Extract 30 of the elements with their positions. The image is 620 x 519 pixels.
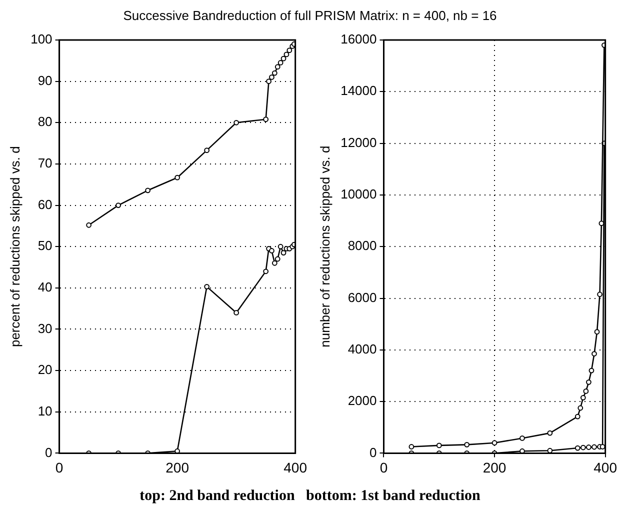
y-tick-label: 30 [38, 320, 52, 336]
y-tick-label: 10 [38, 403, 52, 418]
y-tick-label: 60 [38, 196, 52, 212]
y-tick-label: 0 [45, 444, 52, 460]
y-tick-label: 6000 [348, 290, 377, 305]
x-tick-label: 200 [482, 459, 506, 476]
x-tick-label: 200 [166, 459, 190, 476]
text: top: 2nd band reduction bottom: 1st band reduction [138, 488, 482, 505]
y-tick-label: 4000 [348, 341, 377, 356]
chart-title: Successive Bandreduction of full PRISM Matrix: n = 400, nb = 16 [122, 8, 498, 23]
x-tick-label: 0 [55, 459, 64, 476]
y-axis-title: percent of reductions skipped vs. d [7, 146, 22, 348]
y-tick-label: 0 [370, 444, 377, 460]
y-tick-label: 10000 [340, 186, 377, 202]
y-tick-label: 80 [38, 114, 52, 130]
y-tick-label: 90 [38, 72, 52, 88]
y-tick-label: 14000 [340, 83, 377, 98]
y-tick-label: 40 [38, 280, 52, 294]
y-tick-label: 2000 [348, 393, 377, 408]
y-tick-label: 70 [38, 156, 52, 171]
y-tick-label: 50 [38, 238, 52, 254]
x-tick-label: 400 [594, 459, 618, 476]
y-tick-label: 12000 [340, 134, 377, 150]
y-axis-title: number of reductions skipped vs. d [317, 146, 332, 348]
y-tick-label: 16000 [340, 32, 377, 47]
x-tick-label: 0 [380, 459, 388, 476]
y-tick-label: 8000 [348, 238, 377, 254]
y-tick-label: 20 [38, 362, 52, 378]
y-tick-label: 100 [30, 32, 52, 47]
x-tick-label: 400 [284, 459, 308, 476]
